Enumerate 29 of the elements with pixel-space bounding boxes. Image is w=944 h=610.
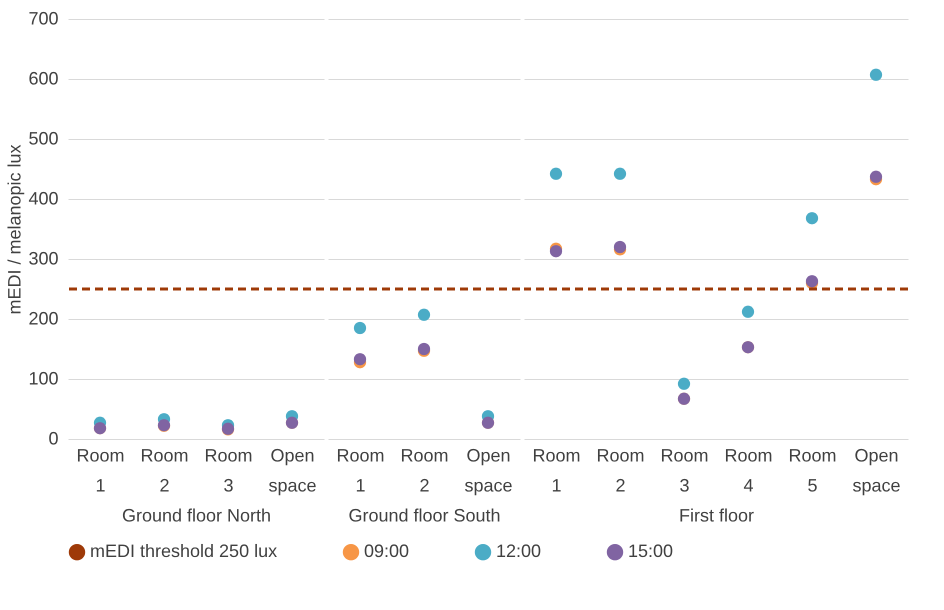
y-tick-label: 300 xyxy=(28,248,58,268)
x-tick-label: Room 1 xyxy=(336,446,385,496)
x-tick-label: Room 4 xyxy=(724,446,773,496)
legend-label: 12:00 xyxy=(496,541,542,562)
y-tick-label: 700 xyxy=(28,8,58,28)
y-tick-label: 0 xyxy=(48,428,58,448)
x-tick-label: Open space xyxy=(464,446,513,496)
y-tick-label: 500 xyxy=(28,128,58,148)
x-axis-title: Ground floor North xyxy=(122,506,272,526)
x-tick-label: Room 1 xyxy=(76,446,125,496)
y-tick-label: 400 xyxy=(28,188,58,208)
x-tick-label: Room 3 xyxy=(660,446,709,496)
y-tick-label: 600 xyxy=(28,68,58,88)
x-tick-label: Room 2 xyxy=(596,446,645,496)
x-tick-label: Open space xyxy=(852,446,901,496)
legend-label: mEDI threshold 250 lux xyxy=(90,541,278,562)
x-axis-title: First floor xyxy=(678,506,754,526)
legend-label: 09:00 xyxy=(364,541,410,562)
x-tick-label: Room 1 xyxy=(532,446,581,496)
x-axis-title: Ground floor South xyxy=(348,506,501,526)
x-tick-label: Open space xyxy=(268,446,317,496)
x-tick-label: Room 2 xyxy=(140,446,189,496)
y-axis-title: mEDI / melanopic lux xyxy=(4,144,24,315)
y-tick-label: 100 xyxy=(28,368,58,388)
x-tick-label: Room 5 xyxy=(788,446,837,496)
y-tick-label: 200 xyxy=(28,308,58,328)
x-tick-label: Room 3 xyxy=(204,446,253,496)
legend-label: 15:00 xyxy=(628,541,674,562)
x-tick-label: Room 2 xyxy=(400,446,449,496)
